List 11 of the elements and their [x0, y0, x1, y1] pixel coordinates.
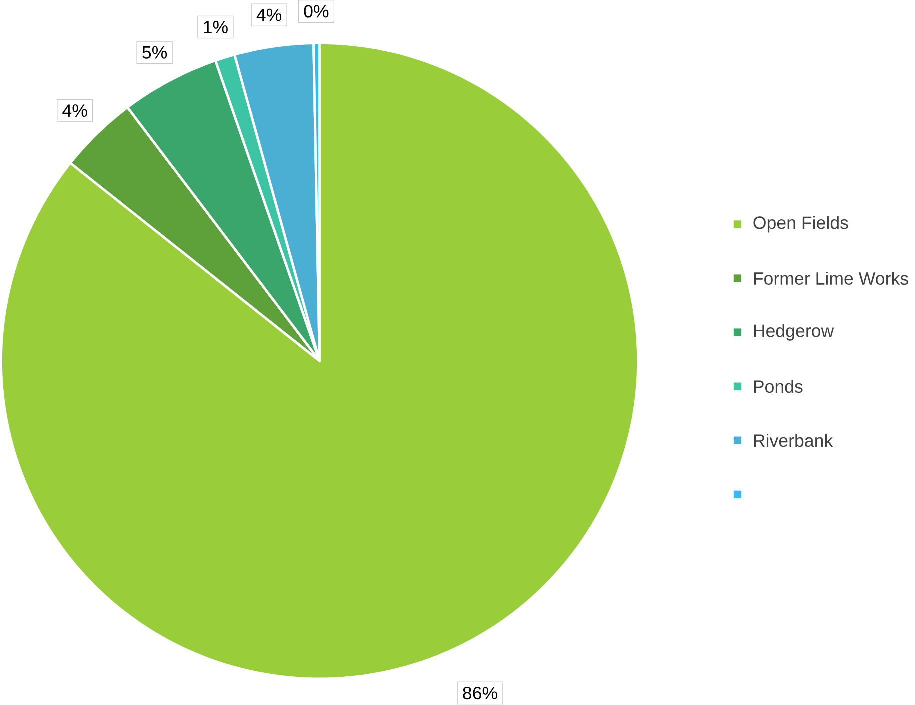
data-label: 5% [142, 46, 168, 60]
data-label: 4% [256, 9, 282, 22]
data-label: 4% [62, 104, 88, 118]
legend-label: Open Fields [754, 216, 848, 233]
legend-label: Riverbank [754, 434, 834, 448]
data-label: 86% [463, 687, 498, 700]
data-label: 1% [204, 21, 228, 34]
legend-label: Ponds [754, 380, 803, 394]
legend-label: Former Lime Works [754, 272, 908, 286]
data-label: 0% [304, 5, 329, 18]
legend-label: Hedgerow [754, 324, 834, 341]
